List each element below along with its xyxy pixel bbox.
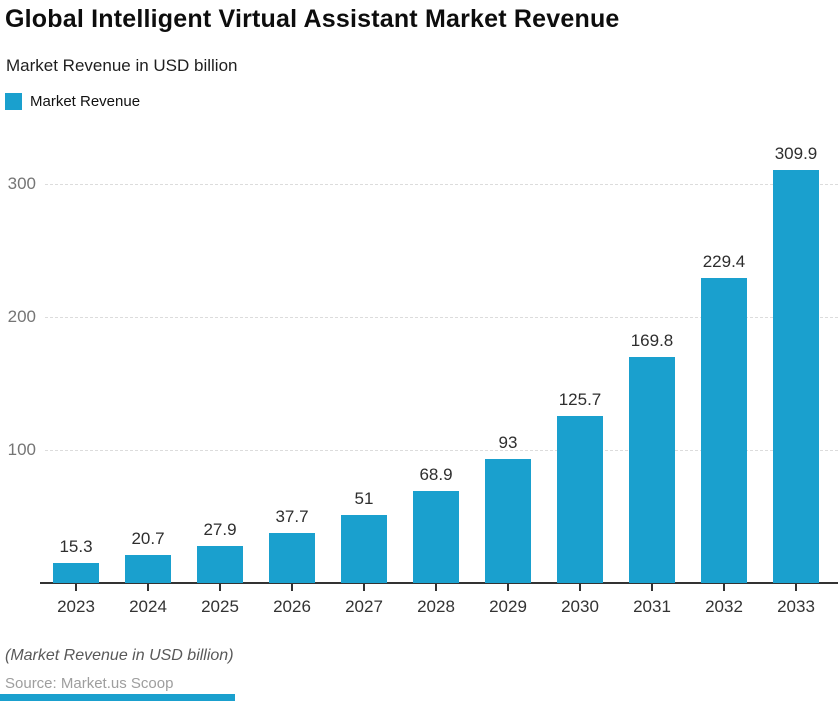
bar [629,356,675,583]
x-axis-tick [363,584,365,591]
y-tick-label: 100 [7,439,36,459]
bar-value-label: 125.7 [558,389,602,409]
x-tick-label: 2031 [633,597,671,616]
bar [701,277,747,583]
chart-title: Global Intelligent Virtual Assistant Mar… [5,5,620,33]
bar-value-label: 27.9 [203,519,237,539]
x-axis-tick [579,584,581,591]
x-axis-tick [75,584,77,591]
bar [53,562,99,583]
bar-value-label: 20.7 [131,529,165,549]
chart-subtitle: Market Revenue in USD billion [6,56,238,75]
bar [773,170,819,583]
x-tick-label: 2027 [345,597,383,616]
bar [197,545,243,583]
footer-source: Source: Market.us Scoop [5,675,174,692]
gridline [45,183,838,185]
bar [557,415,603,583]
brand-accent-strip [0,694,235,701]
bar-value-label: 309.9 [774,144,818,164]
bar-value-label: 51 [354,489,374,509]
legend-swatch-icon [5,93,22,110]
bar [269,532,315,583]
x-axis-tick [651,584,653,591]
x-axis-tick [219,584,221,591]
x-axis-tick [723,584,725,591]
x-tick-label: 2025 [201,597,239,616]
gridline [45,449,838,451]
bar-value-label: 15.3 [59,536,93,556]
x-tick-label: 2030 [561,597,599,616]
x-axis-tick [795,584,797,591]
x-axis-tick [291,584,293,591]
x-tick-label: 2028 [417,597,455,616]
x-tick-label: 2032 [705,597,743,616]
y-tick-label: 300 [7,173,36,193]
x-axis-line [40,582,838,584]
footer-note: (Market Revenue in USD billion) [5,647,234,664]
x-axis-tick [507,584,509,591]
x-tick-label: 2033 [777,597,815,616]
legend: Market Revenue [5,93,140,110]
bar-value-label: 93 [498,433,518,453]
x-tick-label: 2026 [273,597,311,616]
bar [413,491,459,583]
bar [485,459,531,583]
bar [341,515,387,583]
x-axis-tick [435,584,437,591]
x-tick-label: 2024 [129,597,167,616]
x-tick-label: 2029 [489,597,527,616]
bar-value-label: 68.9 [419,465,453,485]
gridline [45,316,838,318]
x-axis-tick [147,584,149,591]
x-tick-label: 2023 [57,597,95,616]
bar-value-label: 229.4 [702,251,746,271]
bar [125,555,171,583]
y-tick-label: 200 [7,306,36,326]
bar-value-label: 37.7 [275,506,309,526]
bar-value-label: 169.8 [630,330,674,350]
legend-label: Market Revenue [30,93,141,110]
